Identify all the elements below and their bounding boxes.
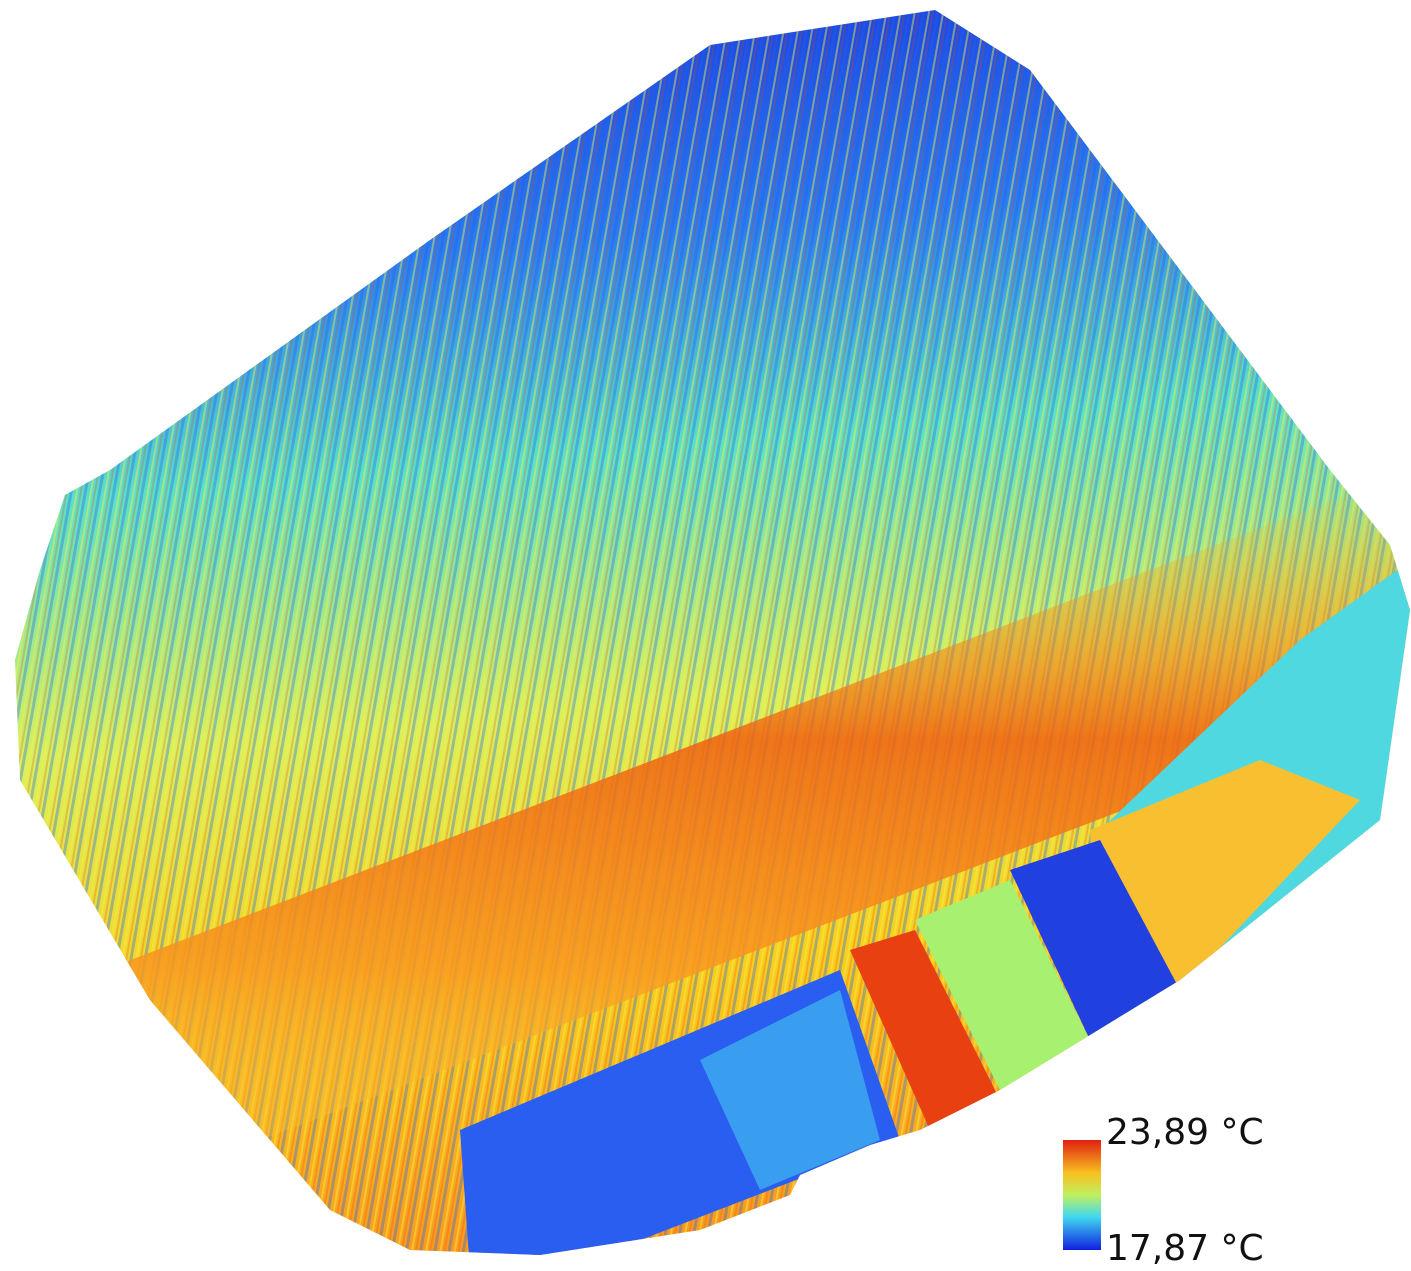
legend-colorbar <box>1063 1140 1101 1250</box>
legend-max-label: 23,89 °C <box>1106 1112 1264 1153</box>
field <box>0 0 1411 1271</box>
legend-min-label: 17,87 °C <box>1106 1228 1264 1269</box>
thermal-map: 23,89 °C 17,87 °C <box>0 0 1411 1271</box>
page: {"legend": {"max_label": "23,89 °C", "mi… <box>0 0 1411 1271</box>
